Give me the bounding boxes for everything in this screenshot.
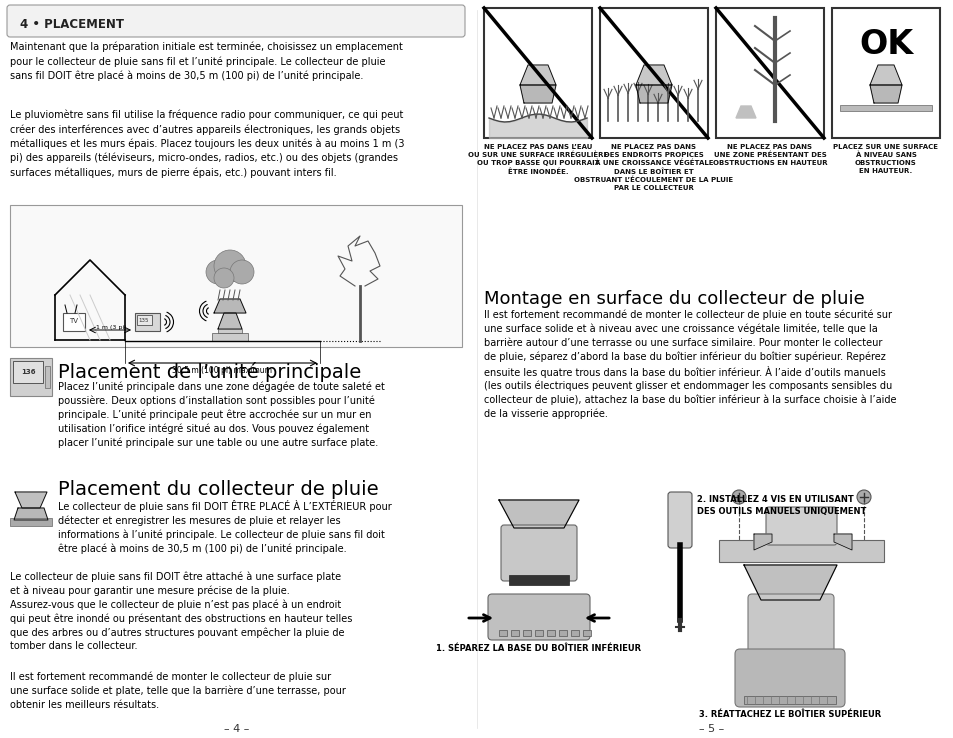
Polygon shape bbox=[869, 65, 901, 85]
Circle shape bbox=[230, 260, 253, 284]
Polygon shape bbox=[833, 534, 851, 550]
Text: Le collecteur de pluie sans fil DOIT ÊTRE PLACÉ À L’EXTÉRIEUR pour
détecter et e: Le collecteur de pluie sans fil DOIT ÊTR… bbox=[58, 500, 392, 554]
Bar bbox=[522, 630, 531, 636]
FancyBboxPatch shape bbox=[488, 594, 589, 640]
Text: Le pluviomètre sans fil utilise la fréquence radio pour communiquer, ce qui peut: Le pluviomètre sans fil utilise la fréqu… bbox=[10, 110, 404, 178]
Polygon shape bbox=[498, 500, 578, 528]
Circle shape bbox=[213, 268, 233, 288]
Polygon shape bbox=[218, 313, 242, 329]
Bar bbox=[511, 630, 518, 636]
Bar bbox=[719, 540, 883, 562]
Polygon shape bbox=[753, 534, 771, 550]
Text: Il est fortement recommandé de monter le collecteur de pluie en toute sécurité s: Il est fortement recommandé de monter le… bbox=[483, 310, 896, 419]
Bar bbox=[571, 630, 578, 636]
Circle shape bbox=[213, 250, 246, 282]
Text: 3. RÉATTACHEZ LE BOÎTIER SUPÉRIEUR: 3. RÉATTACHEZ LE BOÎTIER SUPÉRIEUR bbox=[699, 710, 881, 719]
Polygon shape bbox=[735, 106, 755, 118]
Polygon shape bbox=[636, 65, 671, 85]
Text: 1 m (3 pi): 1 m (3 pi) bbox=[95, 325, 126, 330]
Text: 1. SÉPAREZ LA BASE DU BOÎTIER INFÉRIEUR: 1. SÉPAREZ LA BASE DU BOÎTIER INFÉRIEUR bbox=[436, 644, 640, 653]
Bar bbox=[582, 630, 590, 636]
Bar bbox=[10, 358, 52, 396]
Text: – 5 –: – 5 – bbox=[699, 724, 724, 734]
Text: Le collecteur de pluie sans fil DOIT être attaché à une surface plate
et à nivea: Le collecteur de pluie sans fil DOIT êtr… bbox=[10, 572, 352, 652]
Polygon shape bbox=[15, 492, 47, 508]
Text: Montage en surface du collecteur de pluie: Montage en surface du collecteur de plui… bbox=[483, 290, 863, 308]
FancyBboxPatch shape bbox=[500, 525, 577, 581]
Text: 4 • PLACEMENT: 4 • PLACEMENT bbox=[20, 18, 124, 32]
Bar bbox=[546, 630, 555, 636]
Polygon shape bbox=[519, 65, 556, 85]
Text: Placez l’unité principale dans une zone dégagée de toute saleté et
poussière. De: Placez l’unité principale dans une zone … bbox=[58, 382, 384, 448]
Bar bbox=[10, 205, 461, 347]
Text: Placement du collecteur de pluie: Placement du collecteur de pluie bbox=[58, 480, 378, 499]
Bar bbox=[218, 329, 242, 333]
FancyBboxPatch shape bbox=[747, 594, 833, 660]
Text: TV: TV bbox=[70, 318, 78, 324]
Bar bbox=[509, 575, 568, 585]
Text: 30,5 m (100 pi) maximum: 30,5 m (100 pi) maximum bbox=[172, 366, 272, 375]
Text: OK: OK bbox=[858, 28, 912, 61]
Text: 136: 136 bbox=[21, 369, 35, 375]
Bar bbox=[498, 630, 506, 636]
Bar bbox=[535, 630, 542, 636]
Text: Maintenant que la préparation initiale est terminée, choisissez un emplacement
p: Maintenant que la préparation initiale e… bbox=[10, 42, 402, 81]
Circle shape bbox=[856, 490, 870, 504]
FancyBboxPatch shape bbox=[7, 5, 464, 37]
Text: Il est fortement recommandé de monter le collecteur de pluie sur
une surface sol: Il est fortement recommandé de monter le… bbox=[10, 672, 346, 710]
Bar bbox=[13, 361, 43, 383]
Text: 2. INSTALLEZ 4 VIS EN UTILISANT
DES OUTILS MANUELS UNIQUEMENT: 2. INSTALLEZ 4 VIS EN UTILISANT DES OUTI… bbox=[697, 495, 865, 516]
Text: PLACEZ SUR UNE SURFACE
À NIVEAU SANS
OBSTRUCTIONS
EN HAUTEUR.: PLACEZ SUR UNE SURFACE À NIVEAU SANS OBS… bbox=[833, 144, 938, 174]
Polygon shape bbox=[636, 85, 671, 103]
Text: NE PLACEZ PAS DANS
DES ENDROITS PROPICES
À UNE CROISSANCE VÉGÉTALE
DANS LE BOÎTI: NE PLACEZ PAS DANS DES ENDROITS PROPICES… bbox=[574, 144, 733, 191]
Bar bbox=[135, 313, 160, 331]
Polygon shape bbox=[519, 85, 556, 103]
Circle shape bbox=[206, 260, 230, 284]
Bar bbox=[45, 366, 50, 388]
Bar bbox=[483, 8, 592, 138]
Bar bbox=[716, 8, 823, 138]
Bar bbox=[212, 333, 248, 341]
Bar bbox=[840, 105, 931, 111]
Text: – 4 –: – 4 – bbox=[224, 724, 250, 734]
Text: NE PLACEZ PAS DANS L’EAU
OU SUR UNE SURFACE IRRÉGULIÈRE
OU TROP BASSE QUI POURRA: NE PLACEZ PAS DANS L’EAU OU SUR UNE SURF… bbox=[467, 144, 607, 175]
Text: NE PLACEZ PAS DANS
UNE ZONE PRÉSENTANT DES
OBSTRUCTIONS EN HAUTEUR: NE PLACEZ PAS DANS UNE ZONE PRÉSENTANT D… bbox=[712, 144, 826, 166]
Circle shape bbox=[731, 490, 745, 504]
Bar bbox=[743, 696, 835, 704]
Text: 135: 135 bbox=[138, 317, 149, 323]
Bar bbox=[558, 630, 566, 636]
Polygon shape bbox=[743, 565, 836, 600]
Bar bbox=[63, 313, 85, 331]
Polygon shape bbox=[869, 85, 901, 103]
FancyBboxPatch shape bbox=[667, 492, 691, 548]
Polygon shape bbox=[14, 508, 48, 520]
Polygon shape bbox=[213, 299, 246, 313]
Bar bbox=[10, 518, 52, 526]
FancyBboxPatch shape bbox=[765, 507, 836, 545]
FancyBboxPatch shape bbox=[734, 649, 844, 707]
Bar bbox=[831, 8, 939, 138]
Text: Placement de l’unité principale: Placement de l’unité principale bbox=[58, 362, 361, 382]
Bar bbox=[599, 8, 707, 138]
Bar bbox=[137, 315, 152, 325]
